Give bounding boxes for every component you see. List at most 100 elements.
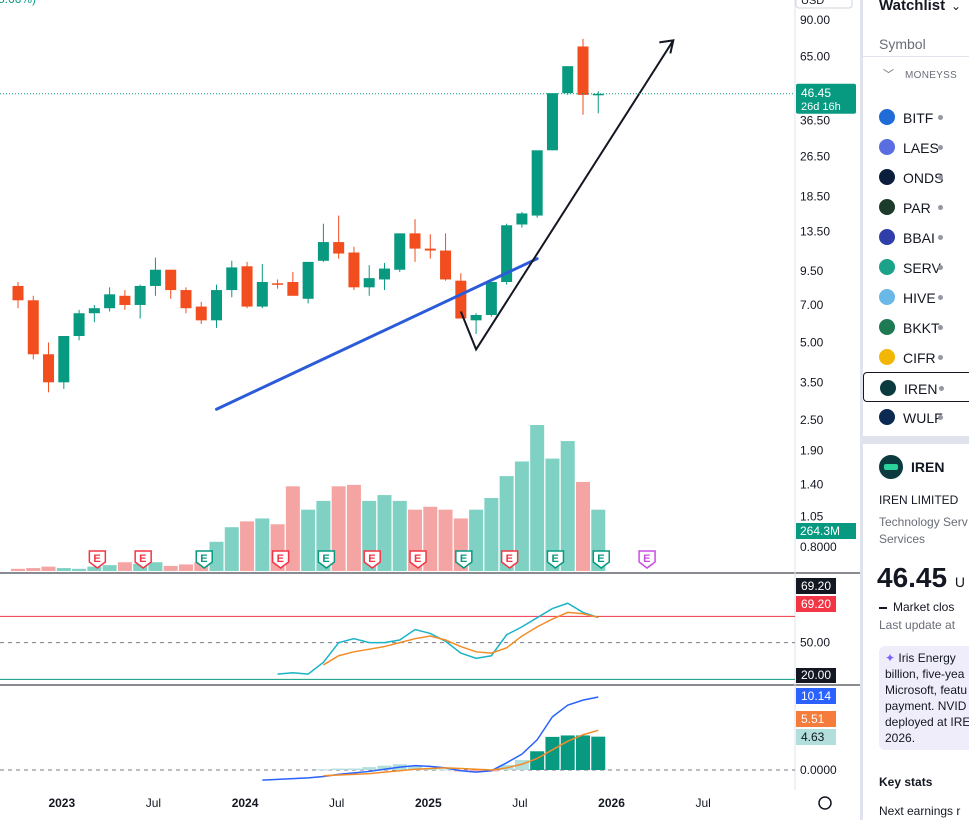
watchlist-item-bitf[interactable]: BITF xyxy=(863,102,969,132)
price-axis-label: 36.50 xyxy=(800,114,830,128)
price-axis-label: 26.50 xyxy=(800,149,830,163)
trendline-drawing xyxy=(215,257,539,411)
watchlist-symbol: ONDS xyxy=(903,170,944,186)
settings-gear-icon[interactable] xyxy=(818,796,832,810)
candle-body xyxy=(134,285,146,305)
earnings-marker-label: E xyxy=(139,553,146,565)
watchlist-title[interactable]: Watchlist xyxy=(879,0,946,14)
status-dot-icon xyxy=(938,205,943,210)
last-update: Last update at xyxy=(879,618,956,632)
candle-body xyxy=(516,213,528,225)
watchlist-item-laes[interactable]: LAES xyxy=(863,132,969,162)
panel-separator xyxy=(863,436,969,444)
watchlist-symbol: IREN xyxy=(904,381,938,397)
ai-summary-body: Iris Energy billion, five-yea Microsoft,… xyxy=(885,651,969,745)
watchlist-item-bbai[interactable]: BBAI xyxy=(863,222,969,252)
candle-body xyxy=(317,242,329,261)
detail-sector[interactable]: Technology Serv Services xyxy=(879,515,968,546)
arrow-drawing xyxy=(459,39,675,352)
watchlist-symbol: BITF xyxy=(903,110,934,126)
status-dot-icon xyxy=(938,355,943,360)
price-axis-label: 0.8000 xyxy=(800,540,837,554)
price-axis-label: 1.90 xyxy=(800,443,824,457)
next-earnings: Next earnings r xyxy=(879,804,961,818)
macd-histogram-bar xyxy=(591,736,606,770)
volume-bar xyxy=(499,476,514,571)
volume-bar xyxy=(392,500,407,571)
candle-body xyxy=(12,285,24,301)
watchlist-section[interactable]: ﹀ MONEYSS xyxy=(863,64,969,86)
detail-symbol[interactable]: IREN xyxy=(911,459,945,475)
candlestick-chart[interactable]: 90.00 65.00 36.50 26.50 18.50 13.50 9.50 7.00 5.… xyxy=(0,0,860,820)
watchlist-symbol: BBAI xyxy=(903,230,935,246)
key-stats-heading: Key stats xyxy=(879,775,933,789)
rsi-mid-label: 50.00 xyxy=(800,636,830,650)
detail-price: 46.45 U xyxy=(877,562,965,594)
watchlist-item-par[interactable]: PAR xyxy=(863,192,969,222)
watchlist-symbol: LAES xyxy=(903,140,939,156)
current-price-label: 46.45 xyxy=(801,86,831,100)
volume-bar xyxy=(301,509,316,571)
status-dot-icon xyxy=(938,115,943,120)
x-axis-label: 2024 xyxy=(232,796,259,810)
watchlist-item-hive[interactable]: HIVE xyxy=(863,282,969,312)
rsi-ma-label: 69.20 xyxy=(801,597,831,611)
candle-body xyxy=(577,46,589,95)
volume-bar xyxy=(438,509,453,571)
watchlist-symbol: CIFR xyxy=(903,350,936,366)
watchlist-item-wulf[interactable]: WULF xyxy=(863,402,969,432)
watchlist-item-cifr[interactable]: CIFR xyxy=(863,342,969,372)
macd-histogram-bar xyxy=(362,767,377,770)
earnings-marker-label: E xyxy=(414,553,421,565)
volume-bar xyxy=(545,458,560,571)
candle-body xyxy=(455,280,467,319)
candle-body xyxy=(211,290,223,321)
chevron-down-icon: ﹀ xyxy=(883,69,894,81)
status-dot-icon xyxy=(938,295,943,300)
macd-histogram-bar xyxy=(316,769,331,771)
bkkt-logo-icon xyxy=(879,319,895,335)
volume-bar xyxy=(56,568,71,571)
volume-bar xyxy=(163,565,178,571)
watchlist-column-header[interactable]: Symbol xyxy=(863,30,969,57)
candle-body xyxy=(546,93,558,151)
chevron-down-icon[interactable]: ⌄ xyxy=(951,0,962,13)
volume-bar xyxy=(423,506,438,571)
candle-body xyxy=(73,313,85,337)
x-axis-label: 2023 xyxy=(48,796,75,810)
watchlist-item-iren[interactable]: IREN xyxy=(863,372,969,402)
chart-area[interactable]: 90.00 65.00 36.50 26.50 18.50 13.50 9.50 7.00 5.… xyxy=(0,0,860,820)
earnings-marker-label: E xyxy=(93,553,100,565)
hive-logo-icon xyxy=(879,289,895,305)
volume-bar xyxy=(41,566,56,571)
currency-label: USD xyxy=(801,0,824,7)
volume-bar xyxy=(11,568,25,571)
volume-bar xyxy=(117,562,132,571)
earnings-marker xyxy=(271,550,290,569)
earnings-marker xyxy=(500,550,519,569)
earnings-marker-label: E xyxy=(551,553,558,565)
earnings-marker xyxy=(546,550,565,569)
detail-price-value: 46.45 xyxy=(877,562,948,593)
sparkle-icon: ✦ xyxy=(885,651,899,665)
watchlist-item-onds[interactable]: ONDS xyxy=(863,162,969,192)
candle-body xyxy=(302,261,314,299)
onds-logo-icon xyxy=(879,169,895,185)
candle-body xyxy=(363,278,375,288)
arrow-head-drawing xyxy=(659,39,675,54)
candle-body xyxy=(119,295,131,305)
volume-bar xyxy=(560,441,575,571)
candle-body xyxy=(531,150,543,216)
x-axis-label: 2026 xyxy=(598,796,625,810)
rsi-value-badge xyxy=(796,578,836,594)
earnings-marker xyxy=(363,550,381,569)
panel-divider[interactable] xyxy=(860,0,863,820)
volume-bar xyxy=(148,562,163,571)
watchlist-item-serv[interactable]: SERV xyxy=(863,252,969,282)
macd-zero-label: 0.0000 xyxy=(800,763,837,777)
candle-body xyxy=(378,268,390,280)
ai-summary-card[interactable]: ✦ Iris Energy billion, five-yea Microsof… xyxy=(879,646,969,750)
watchlist-item-bkkt[interactable]: BKKT xyxy=(863,312,969,342)
macd-value-label: 10.14 xyxy=(801,689,831,703)
candle-body xyxy=(409,233,421,249)
